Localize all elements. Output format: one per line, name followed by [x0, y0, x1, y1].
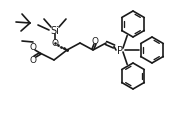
Text: Si: Si — [51, 26, 60, 36]
Text: O: O — [29, 42, 37, 51]
Text: P: P — [117, 46, 123, 56]
Text: O: O — [52, 39, 58, 48]
Text: O: O — [29, 56, 37, 65]
Text: O: O — [92, 36, 98, 45]
